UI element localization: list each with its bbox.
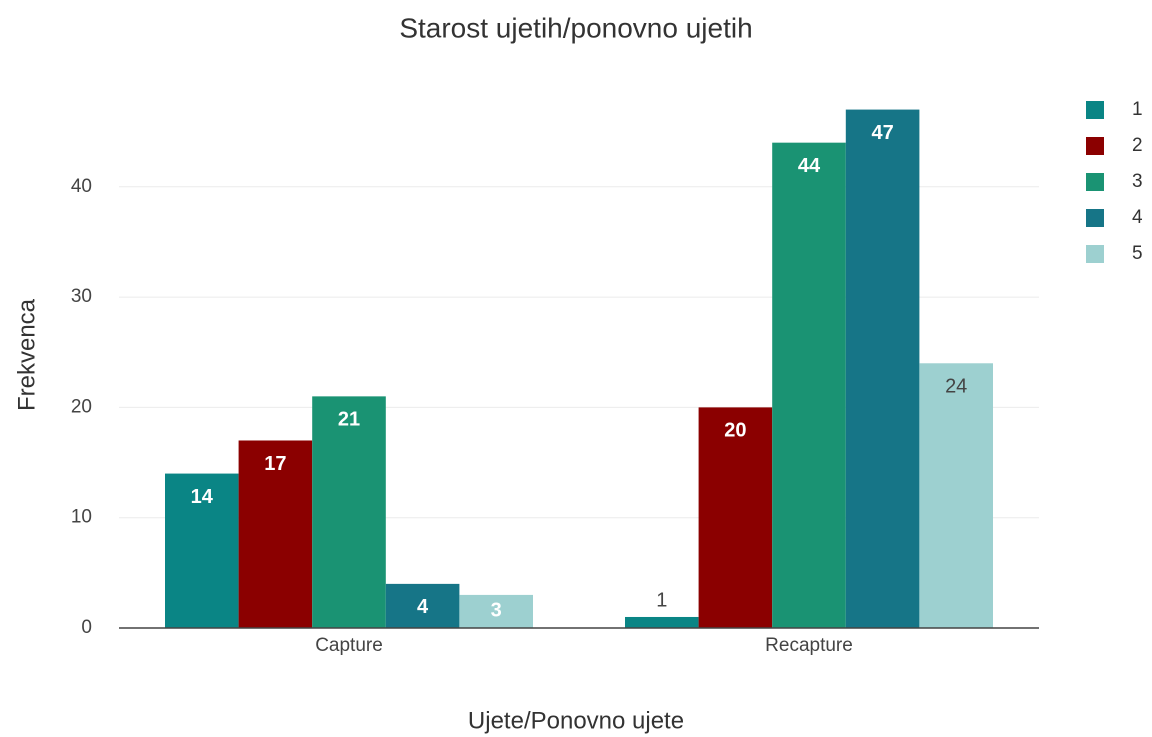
legend-label: 3 (1132, 171, 1143, 192)
data-label: 4 (417, 596, 429, 618)
y-tick-label: 30 (71, 286, 92, 307)
y-tick-label: 10 (71, 507, 92, 528)
data-label: 24 (945, 376, 967, 398)
chart-title: Starost ujetih/ponovno ujetih (399, 12, 752, 43)
bar (625, 616, 699, 628)
x-tick-label: Capture (315, 635, 383, 656)
y-tick-label: 40 (71, 176, 92, 197)
data-label: 14 (191, 486, 214, 508)
legend-swatch (1086, 137, 1104, 155)
legend-label: 2 (1132, 135, 1143, 156)
legend-label: 5 (1132, 243, 1143, 264)
legend-label: 4 (1132, 207, 1143, 228)
legend-label: 1 (1132, 99, 1143, 120)
data-label: 44 (798, 155, 821, 177)
data-label: 20 (724, 420, 746, 442)
data-label: 1 (656, 589, 667, 611)
bar (698, 407, 773, 628)
bar (385, 583, 460, 628)
data-label: 17 (264, 453, 286, 475)
data-label: 47 (871, 122, 893, 144)
x-tick-label: Recapture (765, 635, 853, 656)
legend-swatch (1086, 101, 1104, 119)
y-tick-label: 0 (81, 617, 92, 638)
bar (845, 109, 920, 629)
bar (459, 594, 533, 628)
legend-swatch (1086, 209, 1104, 227)
y-tick-label: 20 (71, 396, 92, 417)
data-label: 3 (491, 600, 502, 622)
legend-swatch (1086, 245, 1104, 263)
bar (772, 142, 846, 628)
x-axis-label: Ujete/Ponovno ujete (468, 707, 684, 734)
bar (312, 396, 386, 628)
data-label: 21 (338, 409, 360, 431)
y-axis-label: Frekvenca (13, 298, 40, 411)
bar (919, 363, 993, 628)
legend-swatch (1086, 173, 1104, 191)
bar (165, 473, 239, 628)
bar (238, 440, 313, 628)
